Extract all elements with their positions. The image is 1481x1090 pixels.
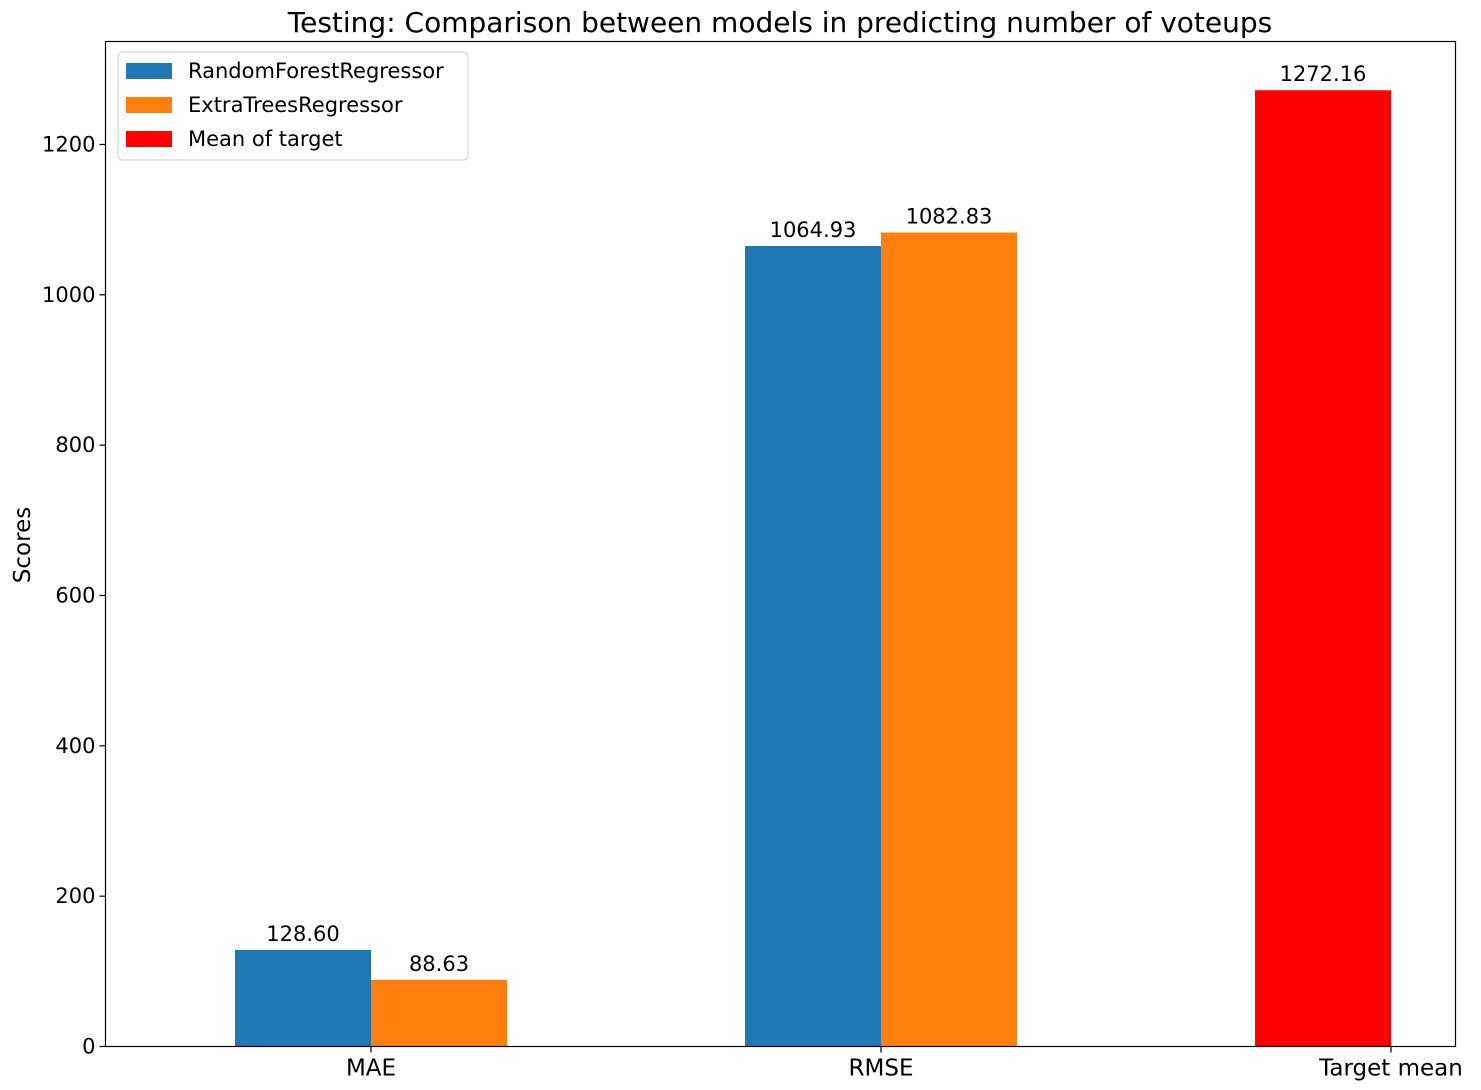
legend-label: Mean of target (188, 127, 343, 151)
legend: RandomForestRegressor ExtraTreesRegressor… (117, 51, 469, 161)
bar-rmse-extratreesregressor (881, 232, 1017, 1047)
x-tick-label: RMSE (849, 1056, 914, 1082)
legend-swatch (126, 131, 172, 147)
legend-label: RandomForestRegressor (188, 59, 444, 83)
y-tick-label: 0 (82, 1035, 95, 1059)
bars-layer (235, 90, 1391, 1047)
y-tick-label: 400 (55, 734, 95, 758)
legend-swatch (126, 97, 172, 113)
bar-target-mean-mean-of-target (1255, 90, 1391, 1047)
bar-labels-layer: 128.60 88.63 1064.93 1082.83 1272.16 (266, 62, 1366, 976)
chart-title: Testing: Comparison between models in pr… (287, 6, 1273, 39)
plot-frame (104, 40, 1457, 1048)
y-tick-label: 1000 (42, 283, 95, 307)
legend-swatch (126, 63, 172, 79)
bar-rmse-randomforestregressor (745, 246, 881, 1047)
bar-value-label: 88.63 (409, 952, 469, 976)
x-tick-label: MAE (346, 1056, 396, 1082)
y-axis-ticks: 0 200 400 600 800 1000 1200 (42, 132, 106, 1059)
legend-label: ExtraTreesRegressor (188, 93, 403, 117)
x-tick-label: Target mean (1318, 1056, 1463, 1082)
bar-value-label: 128.60 (266, 922, 339, 946)
y-tick-label: 800 (55, 433, 95, 457)
bar-value-label: 1064.93 (770, 218, 857, 242)
bar-mae-randomforestregressor (235, 949, 371, 1047)
y-axis-label: Scores (10, 507, 36, 583)
x-axis-ticks: MAE RMSE Target mean (346, 1046, 1463, 1082)
y-tick-label: 600 (55, 583, 95, 607)
legend-box (117, 51, 469, 161)
bar-value-label: 1272.16 (1280, 62, 1367, 86)
bar-value-label: 1082.83 (906, 205, 993, 229)
bar-mae-extratreesregressor (371, 979, 507, 1047)
y-tick-label: 1200 (42, 132, 95, 156)
y-tick-label: 200 (55, 884, 95, 908)
